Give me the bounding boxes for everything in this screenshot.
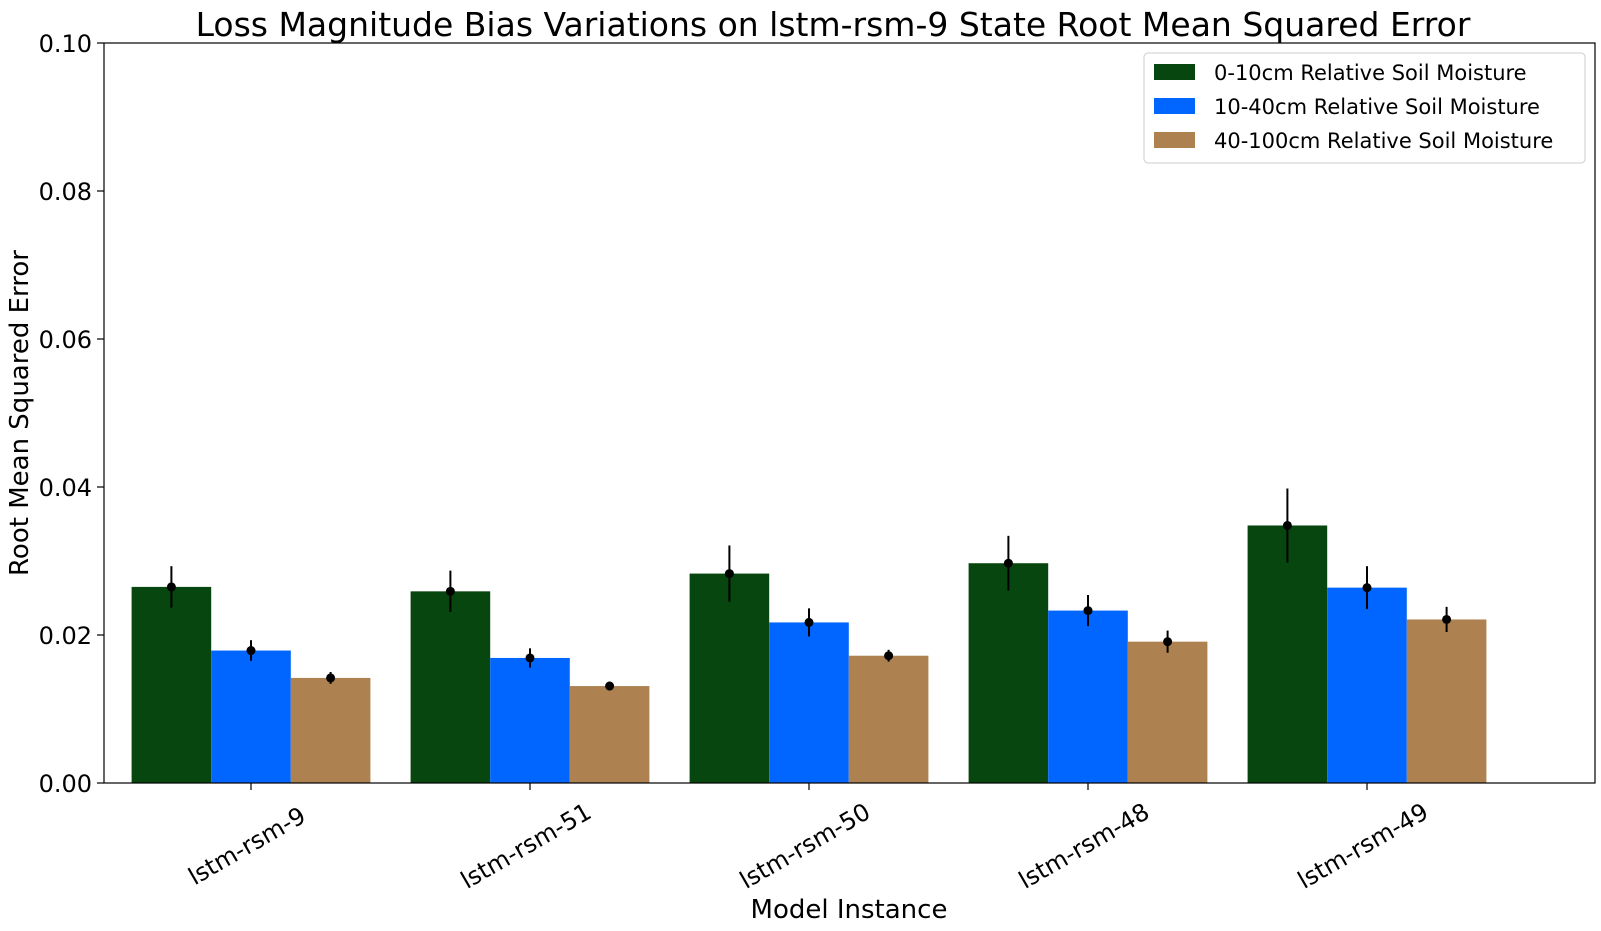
bar xyxy=(1127,641,1208,783)
y-tick-label: 0.08 xyxy=(39,178,92,206)
x-tick-label: lstm-rsm-48 xyxy=(1014,798,1154,895)
y-tick-label: 0.06 xyxy=(39,326,92,354)
bar xyxy=(1327,587,1407,783)
bar xyxy=(1247,525,1328,783)
legend-swatch xyxy=(1154,98,1195,114)
error-bar-point xyxy=(445,586,455,596)
bars-group xyxy=(131,525,1487,783)
x-tick-label: lstm-rsm-9 xyxy=(184,801,311,890)
bar xyxy=(131,586,212,783)
error-bar-point xyxy=(724,569,734,579)
legend-label: 10-40cm Relative Soil Moisture xyxy=(1214,95,1540,119)
y-axis: 0.00 0.02 0.04 0.06 0.08 0.10 xyxy=(39,30,104,798)
bar xyxy=(1048,610,1128,783)
x-axis: lstm-rsm-9 lstm-rsm-51 lstm-rsm-50 lstm-rsm… xyxy=(184,783,1433,895)
error-bar-point xyxy=(525,653,535,663)
bar xyxy=(569,686,650,783)
y-tick-label: 0.02 xyxy=(39,622,92,650)
error-bar-point xyxy=(1362,583,1372,593)
x-tick-label: lstm-rsm-50 xyxy=(735,798,875,895)
error-bar-point xyxy=(1083,606,1093,616)
y-axis-label: Root Mean Squared Error xyxy=(5,250,35,576)
error-bar-point xyxy=(326,673,336,683)
legend-label: 0-10cm Relative Soil Moisture xyxy=(1214,61,1527,85)
bar xyxy=(410,591,491,783)
y-tick-label: 0.04 xyxy=(39,474,92,502)
x-axis-label: Model Instance xyxy=(751,895,948,925)
bar xyxy=(848,655,929,783)
x-tick-label: lstm-rsm-51 xyxy=(456,798,596,895)
legend-swatch xyxy=(1154,132,1195,148)
error-bar-point xyxy=(1163,637,1173,647)
error-bar-point xyxy=(804,617,814,627)
y-tick-label: 0.10 xyxy=(39,30,92,58)
error-bar-point xyxy=(884,651,894,661)
x-tick-label: lstm-rsm-49 xyxy=(1293,798,1433,895)
error-bar-point xyxy=(1442,614,1452,624)
y-tick-label: 0.00 xyxy=(39,770,92,798)
bar xyxy=(769,622,849,783)
error-bar-point xyxy=(1282,520,1292,530)
bar xyxy=(490,657,570,783)
legend: 0-10cm Relative Soil Moisture 10-40cm Rel… xyxy=(1143,52,1586,164)
bar xyxy=(968,563,1049,783)
bar xyxy=(211,650,291,783)
legend-swatch xyxy=(1154,64,1195,80)
error-bar-point xyxy=(166,582,176,592)
bar xyxy=(689,573,770,783)
error-bar-point xyxy=(246,646,256,656)
bar xyxy=(1406,619,1487,783)
error-bars-group xyxy=(166,488,1452,691)
error-bar-point xyxy=(1003,558,1013,568)
legend-frame xyxy=(1143,52,1586,164)
error-bar-point xyxy=(605,681,615,691)
bar xyxy=(290,677,371,783)
legend-label: 40-100cm Relative Soil Moisture xyxy=(1214,129,1553,153)
plot-frame xyxy=(103,42,1596,784)
chart-title: Loss Magnitude Bias Variations on lstm-r… xyxy=(196,5,1471,44)
